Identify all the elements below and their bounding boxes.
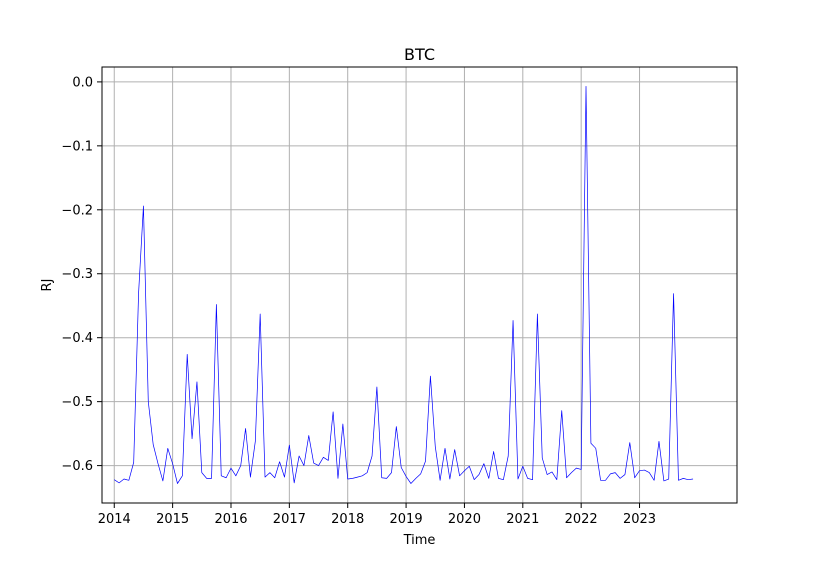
x-tick-label: 2017 (273, 512, 306, 527)
y-tick-label: −0.4 (61, 331, 93, 346)
y-axis-label: RJ (40, 279, 55, 292)
x-axis-label: Time (403, 533, 436, 548)
x-tick-label: 2016 (214, 512, 247, 527)
grid (102, 67, 737, 503)
x-tick-label: 2021 (506, 512, 539, 527)
x-axis-ticks: 2014 2015 2016 2017 2018 2019 2020 2021 2022 2023 (98, 503, 656, 527)
x-tick-label: 2022 (565, 512, 598, 527)
plot-frame (101, 66, 738, 504)
chart-title: BTC (404, 45, 435, 64)
y-tick-label: −0.2 (61, 203, 93, 218)
y-tick-label: −0.3 (61, 267, 93, 282)
y-axis-ticks: 0.0 −0.1 −0.2 −0.3 −0.4 −0.5 −0.6 (61, 75, 102, 474)
y-tick-label: −0.5 (61, 395, 93, 410)
y-tick-label: −0.6 (61, 459, 93, 474)
series-layer (114, 86, 694, 484)
x-tick-label: 2019 (390, 512, 423, 527)
x-tick-label: 2015 (156, 512, 189, 527)
series-line (114, 86, 694, 484)
y-tick-label: 0.0 (72, 75, 93, 90)
x-tick-label: 2014 (98, 512, 131, 527)
x-tick-label: 2018 (331, 512, 364, 527)
y-tick-label: −0.1 (61, 139, 93, 154)
x-tick-label: 2023 (623, 512, 656, 527)
x-tick-label: 2020 (448, 512, 481, 527)
